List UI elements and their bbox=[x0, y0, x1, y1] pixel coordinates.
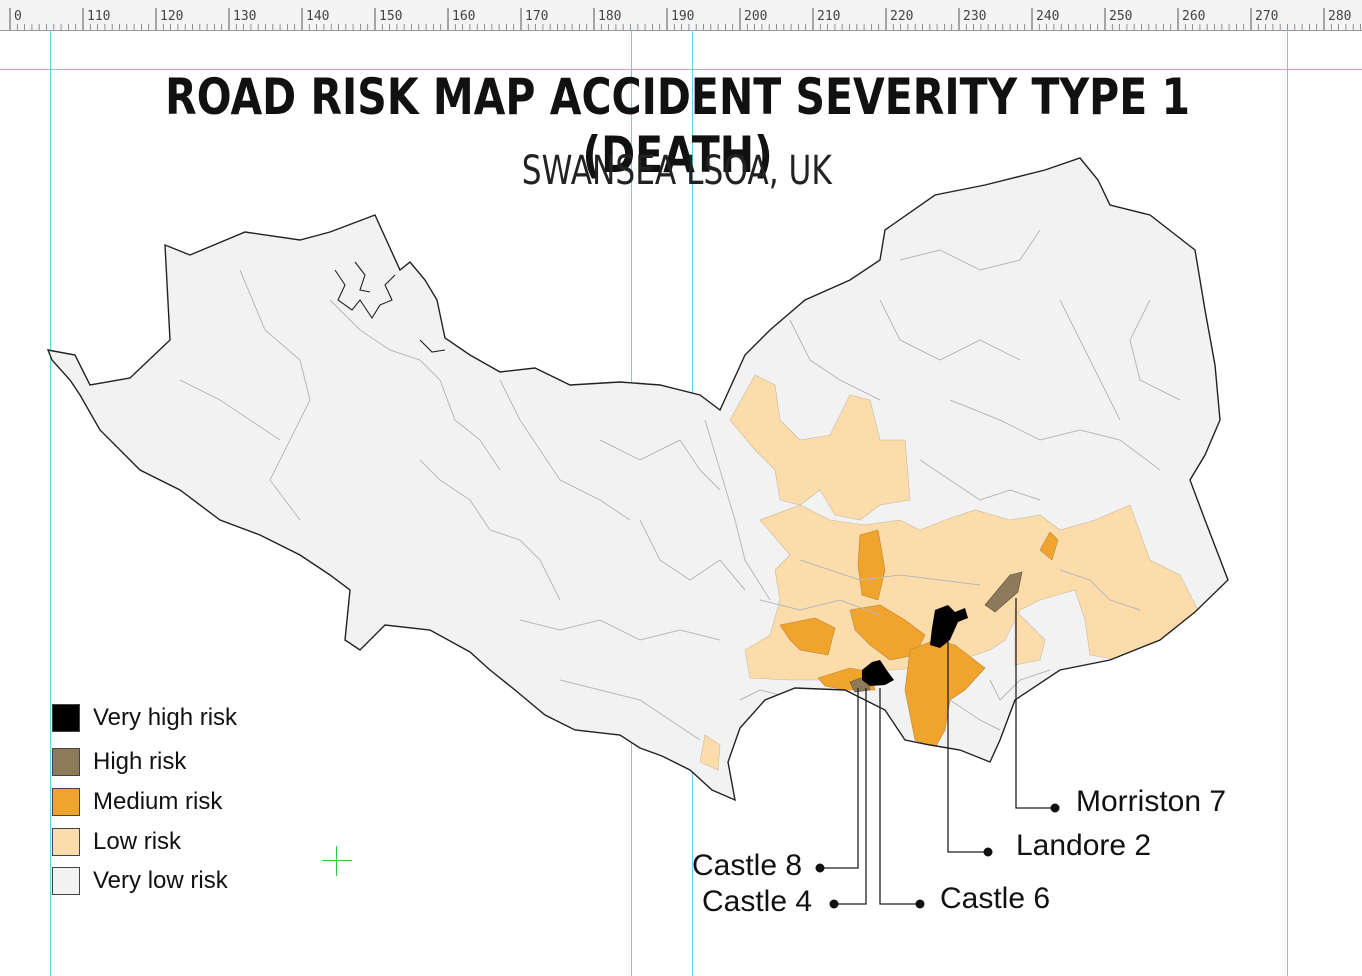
ruler-label: 200 bbox=[744, 9, 767, 24]
ruler-label: 140 bbox=[306, 9, 329, 24]
guide-line[interactable] bbox=[0, 69, 1362, 70]
ruler-label: 160 bbox=[452, 9, 475, 24]
legend-swatch bbox=[52, 867, 80, 895]
ruler-label: 230 bbox=[963, 9, 986, 24]
ruler-label: 130 bbox=[233, 9, 256, 24]
callout-leaders bbox=[820, 598, 1055, 905]
ruler-label: 260 bbox=[1182, 9, 1205, 24]
ruler-label: 210 bbox=[817, 9, 840, 24]
legend-item-medium: Medium risk bbox=[52, 786, 222, 818]
callout-morriston: Morriston 7 bbox=[1076, 785, 1227, 818]
guide-line[interactable] bbox=[1287, 30, 1288, 976]
ruler-label: 150 bbox=[379, 9, 402, 24]
ruler-scale: 0 110 120 130 140 150 160 170 180 190 200 210 220 230… bbox=[9, 8, 1361, 30]
ruler-label: 0 bbox=[14, 9, 22, 24]
ruler-label: 250 bbox=[1109, 9, 1132, 24]
guide-line[interactable] bbox=[50, 30, 51, 976]
ruler-label: 220 bbox=[890, 9, 913, 24]
crosshair-cursor-icon bbox=[322, 846, 352, 876]
legend-label: High risk bbox=[93, 748, 187, 775]
legend-item-very-high: Very high risk bbox=[52, 702, 237, 734]
estuary-detail bbox=[334, 261, 446, 353]
map-title: ROAD RISK MAP ACCIDENT SEVERITY TYPE 1 (… bbox=[165, 68, 1191, 184]
callout-castle-8: Castle 8 bbox=[692, 849, 803, 882]
very-high-risk-areas bbox=[862, 605, 968, 686]
legend-item-high: High risk bbox=[52, 746, 186, 778]
lsoa-boundaries bbox=[179, 229, 1181, 741]
ruler-label: 190 bbox=[671, 9, 694, 24]
legend-item-very-low: Very low risk bbox=[52, 865, 228, 897]
legend-label: Low risk bbox=[93, 828, 182, 855]
legend-item-low: Low risk bbox=[52, 826, 181, 858]
legend-swatch bbox=[52, 828, 80, 856]
ruler-label: 270 bbox=[1255, 9, 1278, 24]
callout-landore: Landore 2 bbox=[1016, 829, 1152, 862]
map-subtitle: SWANSEA LSOA, UK bbox=[521, 148, 832, 194]
legend-swatch bbox=[52, 704, 80, 732]
callout-castle-6: Castle 6 bbox=[940, 882, 1051, 915]
legend-swatch bbox=[52, 788, 80, 816]
ruler-label: 170 bbox=[525, 9, 548, 24]
legend-label: Very low risk bbox=[93, 867, 228, 894]
ruler-label: 180 bbox=[598, 9, 621, 24]
callout-dots bbox=[815, 803, 1060, 909]
medium-risk-areas bbox=[779, 529, 1059, 749]
legend-label: Medium risk bbox=[93, 788, 223, 815]
ruler-label: 280 bbox=[1328, 9, 1351, 24]
ruler-label: 110 bbox=[87, 9, 110, 24]
ruler-label: 240 bbox=[1036, 9, 1059, 24]
legend-label: Very high risk bbox=[93, 704, 238, 731]
callout-castle-4: Castle 4 bbox=[702, 885, 813, 918]
coastline bbox=[46, 157, 1229, 802]
low-risk-areas bbox=[699, 374, 1199, 771]
top-ruler[interactable]: 0 110 120 130 140 150 160 170 180 190 200 210 220 230… bbox=[0, 0, 1362, 31]
ruler-label: 120 bbox=[160, 9, 183, 24]
legend-swatch bbox=[52, 748, 80, 776]
